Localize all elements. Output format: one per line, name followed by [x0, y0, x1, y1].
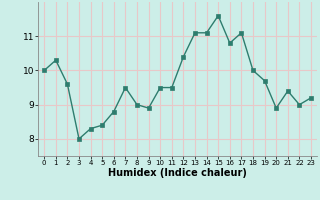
X-axis label: Humidex (Indice chaleur): Humidex (Indice chaleur) [108, 168, 247, 178]
